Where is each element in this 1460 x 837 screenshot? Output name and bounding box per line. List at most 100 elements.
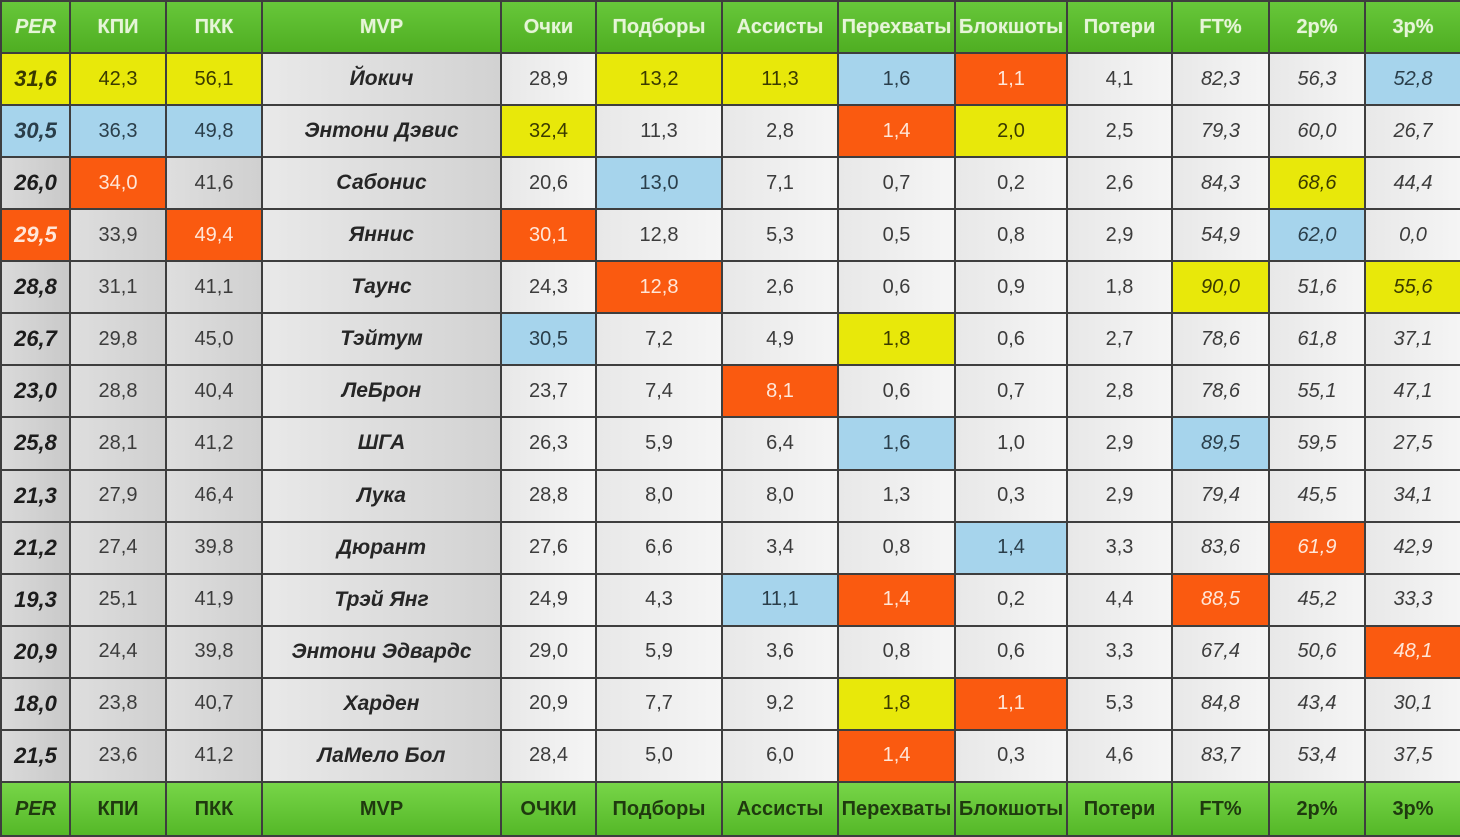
cell-blocks: 0,2: [954, 156, 1068, 211]
cell-points: 27,6: [500, 520, 597, 575]
header-rebounds[interactable]: Подборы: [595, 0, 723, 54]
header-ft-pct[interactable]: FT%: [1171, 0, 1270, 54]
cell-steals: 1,4: [837, 728, 956, 784]
header-2p-pct[interactable]: 2p%: [1268, 0, 1366, 54]
cell-player-name: Яннис: [261, 208, 502, 263]
cell-rebounds: 5,9: [595, 624, 723, 679]
cell-assists: 6,4: [721, 416, 839, 471]
cell-pkk: 41,9: [165, 572, 263, 627]
cell-points: 26,3: [500, 416, 597, 471]
header-points[interactable]: Очки: [500, 0, 597, 54]
header-turnovers[interactable]: Потери: [1066, 0, 1173, 54]
cell-assists: 3,6: [721, 624, 839, 679]
header-kpi[interactable]: КПИ: [69, 0, 167, 54]
cell-player-name: Йокич: [261, 51, 502, 107]
header-3p-pct[interactable]: 3p%: [1364, 0, 1460, 54]
header-pkk[interactable]: ПКК: [165, 0, 263, 54]
cell-pkk: 41,1: [165, 260, 263, 315]
cell-assists: 11,3: [721, 51, 839, 107]
table-row: 29,5 33,9 49,4 Яннис 30,1 12,8 5,3 0,5 0,8 2,9 54,…: [0, 208, 1460, 263]
cell-3p-pct: 27,5: [1364, 416, 1460, 471]
cell-kpi: 27,9: [69, 468, 167, 523]
cell-points: 24,9: [500, 572, 597, 627]
cell-assists: 8,0: [721, 468, 839, 523]
cell-steals: 1,6: [837, 416, 956, 471]
cell-2p-pct: 55,1: [1268, 364, 1366, 419]
header-row: PER КПИ ПКК MVP Очки Подборы Ассисты Пер…: [0, 0, 1460, 54]
table-row: 30,5 36,3 49,8 Энтони Дэвис 32,4 11,3 2,8 1,4 2,…: [0, 104, 1460, 159]
header-per[interactable]: PER: [0, 0, 71, 54]
cell-turnovers: 2,8: [1066, 364, 1173, 419]
cell-3p-pct: 37,5: [1364, 728, 1460, 784]
table-row: 20,9 24,4 39,8 Энтони Эдвардс 29,0 5,9 3,6 0,8 0…: [0, 624, 1460, 679]
cell-turnovers: 4,1: [1066, 51, 1173, 107]
cell-ft-pct: 79,4: [1171, 468, 1270, 523]
cell-blocks: 1,1: [954, 51, 1068, 107]
cell-pkk: 40,7: [165, 676, 263, 731]
cell-steals: 0,7: [837, 156, 956, 211]
table-body: 31,6 42,3 56,1 Йокич 28,9 13,2 11,3 1,6 1,1 4,1 82…: [0, 51, 1460, 784]
header-mvp[interactable]: MVP: [261, 0, 502, 54]
cell-kpi: 33,9: [69, 208, 167, 263]
table-header: PER КПИ ПКК MVP Очки Подборы Ассисты Пер…: [0, 0, 1460, 54]
cell-2p-pct: 62,0: [1268, 208, 1366, 263]
footer-blocks: Блокшоты: [954, 781, 1068, 837]
cell-rebounds: 11,3: [595, 104, 723, 159]
cell-ft-pct: 88,5: [1171, 572, 1270, 627]
cell-pkk: 49,4: [165, 208, 263, 263]
cell-per: 21,3: [0, 468, 71, 523]
cell-2p-pct: 43,4: [1268, 676, 1366, 731]
cell-turnovers: 2,9: [1066, 208, 1173, 263]
cell-blocks: 0,9: [954, 260, 1068, 315]
cell-points: 29,0: [500, 624, 597, 679]
cell-blocks: 1,0: [954, 416, 1068, 471]
cell-player-name: Таунс: [261, 260, 502, 315]
header-assists[interactable]: Ассисты: [721, 0, 839, 54]
header-steals[interactable]: Перехваты: [837, 0, 956, 54]
cell-blocks: 0,8: [954, 208, 1068, 263]
cell-3p-pct: 44,4: [1364, 156, 1460, 211]
cell-assists: 3,4: [721, 520, 839, 575]
cell-ft-pct: 82,3: [1171, 51, 1270, 107]
cell-ft-pct: 79,3: [1171, 104, 1270, 159]
cell-steals: 1,8: [837, 312, 956, 367]
cell-rebounds: 12,8: [595, 208, 723, 263]
cell-steals: 0,8: [837, 520, 956, 575]
cell-rebounds: 5,0: [595, 728, 723, 784]
table-row: 25,8 28,1 41,2 ШГА 26,3 5,9 6,4 1,6 1,0 2,9 89,5 59…: [0, 416, 1460, 471]
cell-kpi: 36,3: [69, 104, 167, 159]
cell-2p-pct: 59,5: [1268, 416, 1366, 471]
cell-pkk: 41,6: [165, 156, 263, 211]
cell-pkk: 45,0: [165, 312, 263, 367]
cell-kpi: 24,4: [69, 624, 167, 679]
cell-steals: 1,8: [837, 676, 956, 731]
cell-points: 28,4: [500, 728, 597, 784]
cell-2p-pct: 56,3: [1268, 51, 1366, 107]
cell-kpi: 28,1: [69, 416, 167, 471]
cell-kpi: 23,6: [69, 728, 167, 784]
cell-assists: 11,1: [721, 572, 839, 627]
cell-ft-pct: 78,6: [1171, 364, 1270, 419]
cell-per: 30,5: [0, 104, 71, 159]
cell-pkk: 49,8: [165, 104, 263, 159]
footer-per: PER: [0, 781, 71, 837]
cell-points: 30,5: [500, 312, 597, 367]
cell-steals: 1,4: [837, 104, 956, 159]
cell-turnovers: 2,9: [1066, 416, 1173, 471]
cell-rebounds: 8,0: [595, 468, 723, 523]
cell-rebounds: 7,2: [595, 312, 723, 367]
cell-points: 24,3: [500, 260, 597, 315]
cell-player-name: Лука: [261, 468, 502, 523]
cell-steals: 0,6: [837, 364, 956, 419]
cell-steals: 1,3: [837, 468, 956, 523]
cell-points: 32,4: [500, 104, 597, 159]
cell-ft-pct: 84,8: [1171, 676, 1270, 731]
table-footer: PER КПИ ПКК MVP ОЧКИ Подборы Ассисты Пер…: [0, 781, 1460, 837]
header-blocks[interactable]: Блокшоты: [954, 0, 1068, 54]
footer-steals: Перехваты: [837, 781, 956, 837]
cell-pkk: 39,8: [165, 624, 263, 679]
cell-2p-pct: 51,6: [1268, 260, 1366, 315]
cell-blocks: 0,6: [954, 312, 1068, 367]
cell-steals: 0,5: [837, 208, 956, 263]
cell-per: 26,7: [0, 312, 71, 367]
